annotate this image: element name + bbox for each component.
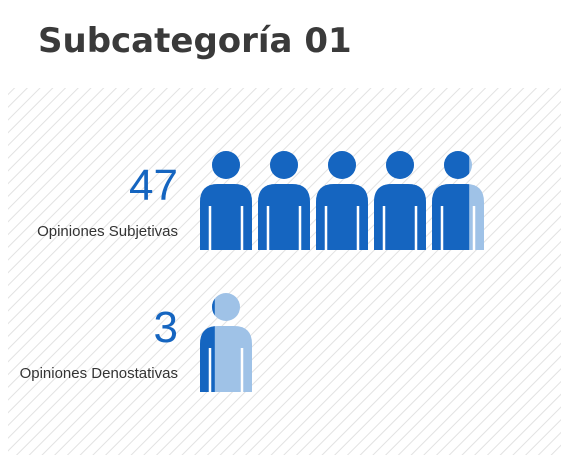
category-label: Opiniones Subjetivas (37, 223, 178, 240)
value-label: 3 (154, 303, 178, 352)
value-label: 47 (129, 161, 178, 210)
rows: 47 Opiniones Subjetivas 3 Opiniones Denosta… (20, 151, 484, 392)
chart-title: Subcategoría 01 (38, 21, 352, 61)
background-panel (8, 88, 561, 455)
icons-filled (200, 151, 470, 250)
category-label: Opiniones Denostativas (20, 365, 178, 382)
icons-filled (200, 298, 215, 392)
